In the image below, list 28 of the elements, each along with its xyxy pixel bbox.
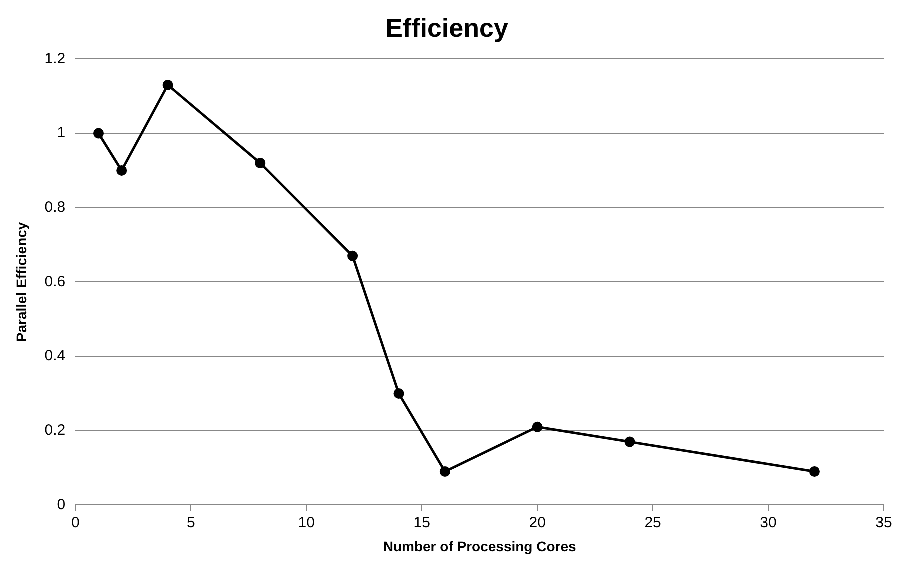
x-tick-label: 30 [760,514,777,532]
y-axis-title: Parallel Efficiency [13,222,30,342]
y-tick-label: 1 [57,124,66,142]
point [624,436,636,448]
point [440,466,450,477]
point [532,422,543,432]
x-tick-label: 15 [414,514,430,532]
x-tick-label: 25 [644,514,662,532]
y-tick-label: 0.6 [44,273,66,290]
x-tick-label: 35 [876,514,892,532]
y-tick-label: 0.2 [44,422,66,440]
point [162,80,174,90]
x-axis-title: Number of Processing Cores [383,538,577,554]
point [255,158,266,169]
x-tick-label: 0 [71,514,80,532]
y-tick-label: 0 [57,496,66,514]
point [394,388,404,399]
chart-title: Efficiency [386,12,509,43]
x-tick-label: 5 [186,514,196,532]
y-tick-label: 1.2 [44,50,66,68]
x-tick-label: 10 [298,514,315,532]
point [116,165,128,176]
y-tick-label: 0.8 [44,199,66,216]
point [809,466,820,477]
y-tick-label: 0.4 [44,348,66,365]
point [94,128,104,139]
x-tick-label: 20 [529,514,546,532]
point [348,250,358,262]
